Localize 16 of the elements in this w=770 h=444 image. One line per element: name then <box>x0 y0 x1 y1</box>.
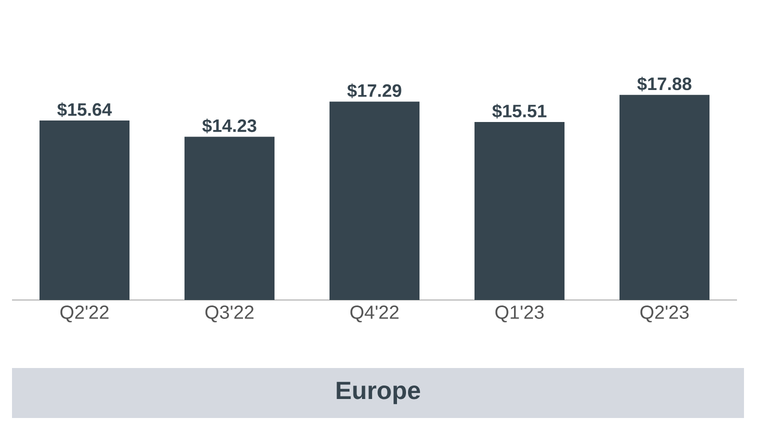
bar <box>474 122 565 300</box>
bar <box>620 94 710 300</box>
bar <box>330 102 420 300</box>
x-tick-label: Q3'22 <box>205 306 254 322</box>
data-label: $14.23 <box>202 118 256 134</box>
data-label: $15.51 <box>492 104 546 119</box>
data-label: $15.64 <box>57 102 112 118</box>
x-tick-label: Q4'22 <box>350 306 399 322</box>
bar <box>40 120 130 300</box>
data-label: $17.88 <box>637 76 692 92</box>
text: Europe <box>336 382 420 404</box>
data-label: $17.29 <box>347 83 402 98</box>
x-tick-label: Q2'22 <box>60 306 109 322</box>
x-tick-label: Q2'23 <box>640 306 689 322</box>
x-tick-label: Q1'23 <box>495 306 544 322</box>
bar <box>184 136 275 300</box>
